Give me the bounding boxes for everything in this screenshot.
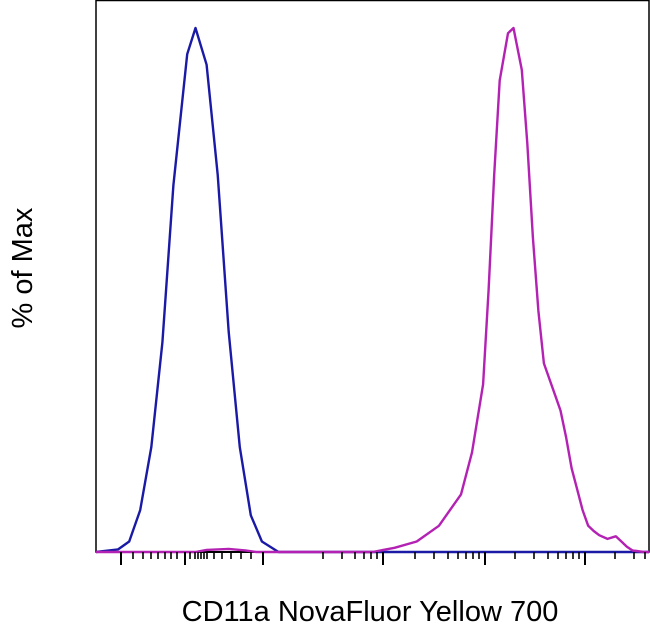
series-line-2 [96,26,649,554]
plot-frame [95,0,650,553]
plot-area [95,0,650,553]
y-axis-label: % of Max [7,207,39,328]
x-axis-label: CD11a NovaFluor Yellow 700 [182,596,559,628]
x-axis-ticks [120,552,646,565]
series-layer [95,26,649,554]
series-line-1 [95,26,649,554]
